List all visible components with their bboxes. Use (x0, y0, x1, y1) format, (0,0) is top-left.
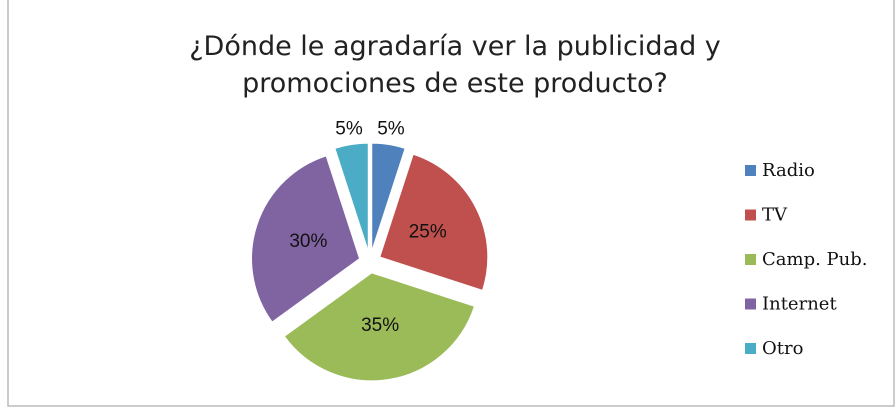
legend-label: Otro (762, 338, 803, 359)
legend-swatch (745, 254, 756, 265)
pie-slice (334, 142, 369, 252)
data-label: 30% (289, 231, 327, 252)
pie-slice (371, 142, 406, 252)
frame (7, 0, 895, 407)
pie-slice (283, 272, 476, 382)
legend-label: Radio (762, 160, 815, 181)
chart-title: ¿Dónde le agradaría ver la publicidad y … (189, 31, 721, 99)
legend-swatch (745, 298, 756, 310)
legend-swatch (745, 165, 756, 176)
data-label: 5% (377, 119, 405, 140)
data-label: 5% (335, 119, 363, 140)
data-label: 25% (409, 222, 447, 243)
legend-label: TV (762, 205, 788, 226)
legend-label: Camp. Pub. (762, 249, 868, 270)
legend-swatch (745, 343, 756, 354)
data-label: 35% (361, 315, 399, 336)
legend-swatch (745, 209, 756, 221)
pie-slice (379, 153, 489, 292)
legend-label: Internet (762, 294, 837, 315)
pie-slice (251, 155, 361, 323)
